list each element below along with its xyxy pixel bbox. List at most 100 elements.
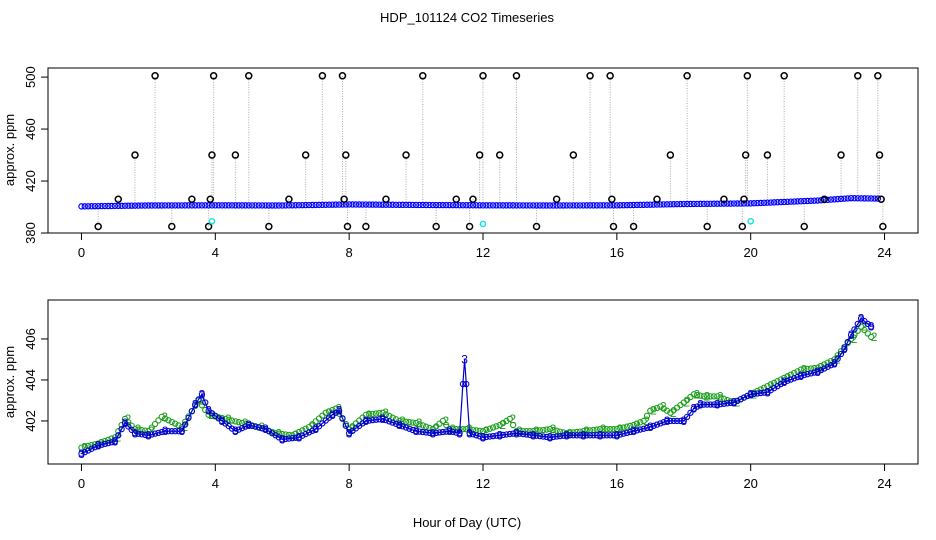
series-2-point: [643, 412, 651, 419]
outlier-point: [854, 72, 862, 80]
outlier-point: [338, 72, 347, 80]
baseline-point: [429, 201, 437, 209]
series-3-point: [422, 429, 430, 436]
series-3-point: [386, 418, 393, 425]
series-2-point: [439, 417, 446, 425]
baseline-point: [449, 201, 457, 209]
series-3-point: [707, 401, 714, 408]
baseline-point: [503, 202, 510, 209]
series-3-point: [727, 399, 734, 407]
series-3-label: 3: [232, 424, 239, 438]
baseline-point: [158, 202, 165, 209]
baseline-point: [299, 201, 306, 209]
series-2-point: [376, 410, 383, 417]
outlier-point: [879, 222, 887, 231]
top-x-tick-label: 0: [78, 245, 85, 260]
baseline-point: [673, 200, 681, 208]
series-3-point: [730, 399, 738, 406]
baseline-point: [837, 195, 845, 203]
outlier-point: [875, 151, 884, 159]
series-3-point: [807, 370, 815, 377]
baseline-point: [757, 199, 764, 207]
baseline-point: [225, 202, 232, 209]
series-2-point: [406, 419, 413, 426]
series-2-point: [172, 420, 179, 427]
series-3-label: 3: [614, 428, 621, 442]
baseline-point: [734, 200, 741, 207]
baseline-point: [459, 202, 467, 209]
baseline-point: [660, 201, 667, 208]
baseline-point: [178, 202, 186, 209]
series-3-label: 3: [848, 328, 855, 342]
baseline-point: [610, 202, 617, 209]
series-3-label: 3: [112, 434, 119, 448]
baseline-point: [315, 201, 323, 209]
series-3-point: [161, 428, 169, 435]
series-3-point: [520, 430, 527, 438]
outlier-point: [432, 222, 440, 231]
series-3-point: [637, 426, 644, 433]
series-2-label: 2: [275, 426, 282, 440]
series-3-point: [172, 428, 179, 435]
series-2-point: [600, 425, 607, 433]
baseline-point: [148, 202, 155, 209]
series-2-label: 2: [148, 424, 155, 438]
series-3-point: [151, 430, 159, 437]
series-3-point: [600, 432, 607, 439]
baseline-point: [573, 202, 580, 209]
series-3-point: [255, 424, 262, 431]
series-2-point: [573, 428, 580, 436]
outlier-point: [552, 195, 561, 203]
baseline-point: [687, 200, 694, 208]
baseline-point: [295, 201, 303, 209]
baseline-point: [570, 202, 577, 209]
series-3-point: [630, 428, 637, 435]
series-3-point: [412, 428, 420, 435]
outlier-point: [606, 72, 614, 80]
series-2-point: [372, 410, 380, 417]
series-2-point: [700, 393, 707, 400]
top-baseline-points: [78, 194, 882, 210]
baseline-point: [707, 200, 714, 207]
series-3-point: [553, 433, 560, 440]
baseline-point: [550, 202, 557, 209]
series-3-point: [376, 416, 383, 423]
baseline-point: [643, 201, 651, 208]
baseline-point: [245, 202, 252, 209]
outlier-point: [208, 151, 216, 159]
series-2-label: 2: [399, 414, 406, 428]
baseline-point: [175, 202, 182, 209]
baseline-point: [426, 201, 433, 209]
baseline-point: [372, 201, 380, 208]
outlier-point: [301, 151, 310, 159]
series-2-point: [613, 425, 620, 433]
outlier-point: [419, 72, 427, 80]
baseline-point: [700, 200, 708, 208]
outlier-point: [800, 222, 808, 231]
series-3-point: [556, 432, 564, 440]
outlier-point: [402, 151, 410, 159]
baseline-point: [543, 202, 550, 209]
series-3-point: [617, 431, 624, 438]
baseline-point: [867, 195, 875, 202]
series-3-point: [620, 430, 627, 437]
series-3-point: [78, 450, 85, 457]
outlier-point: [820, 195, 829, 203]
series-3-point: [720, 400, 728, 407]
series-3-point: [801, 371, 808, 379]
baseline-point: [546, 202, 554, 209]
series-3-point: [466, 430, 473, 437]
series-3-point: [787, 376, 794, 383]
series-2-point: [580, 428, 587, 435]
series-3-point: [650, 422, 657, 430]
baseline-point: [600, 202, 607, 209]
series-3-point: [439, 428, 446, 436]
baseline-point: [268, 202, 276, 209]
series-3-point: [757, 389, 764, 397]
baseline-point: [402, 201, 410, 209]
series-3-label: 3: [697, 398, 704, 412]
baseline-point: [255, 202, 263, 209]
series-2-point: [161, 415, 169, 422]
series-3-point: [550, 433, 557, 441]
series-3-point: [673, 417, 681, 425]
